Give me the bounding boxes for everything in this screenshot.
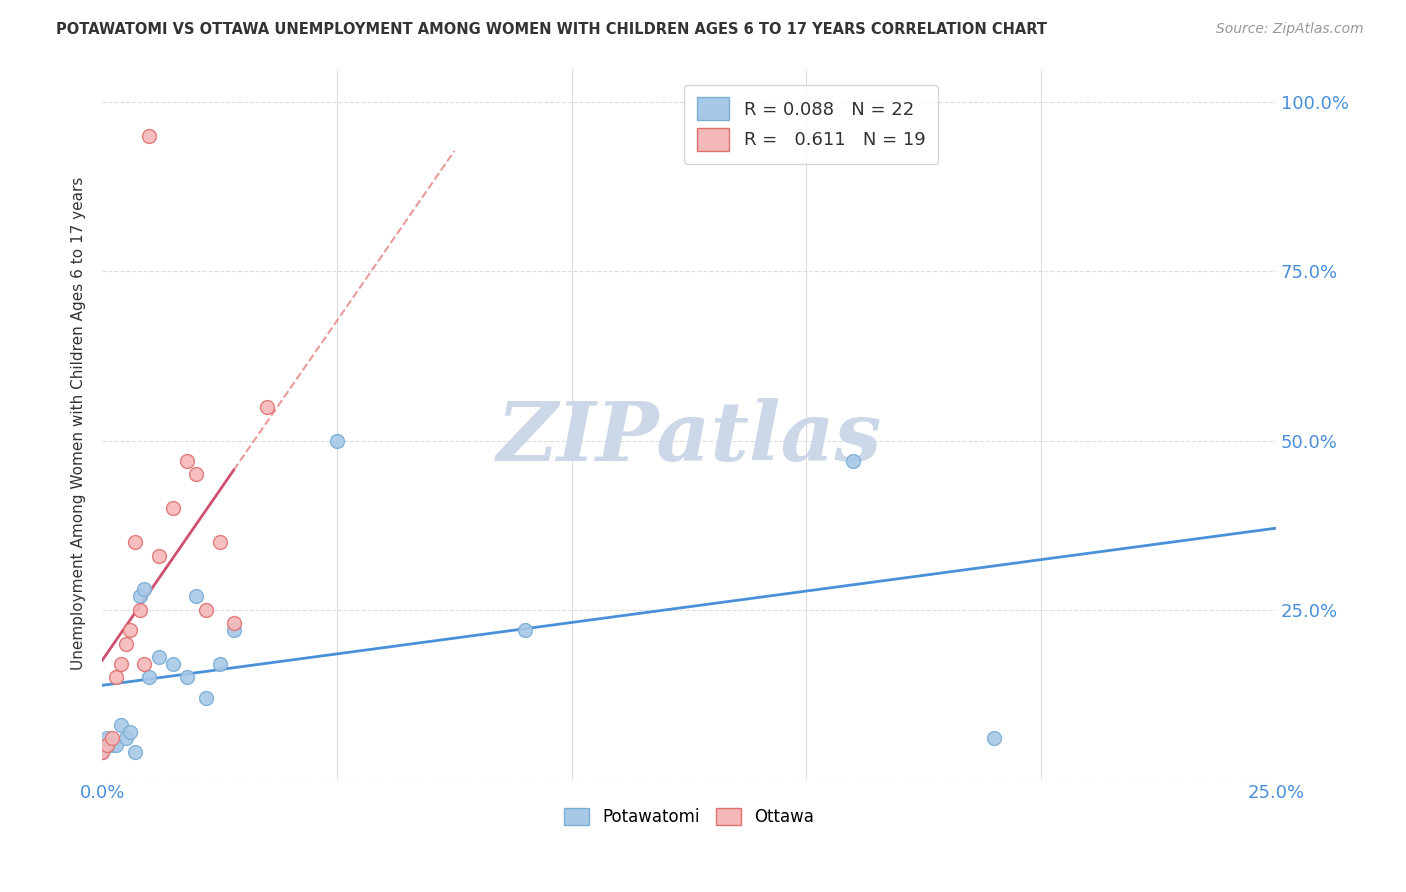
- Point: [120, 623, 142, 637]
- Point: [120, 724, 142, 739]
- Point: [222, 623, 245, 637]
- Point: [326, 434, 349, 448]
- Point: [222, 616, 245, 631]
- Point: [91, 745, 114, 759]
- Point: [100, 738, 122, 752]
- Point: [148, 650, 170, 665]
- Y-axis label: Unemployment Among Women with Children Ages 6 to 17 years: Unemployment Among Women with Children A…: [72, 177, 86, 671]
- Point: [162, 657, 184, 671]
- Point: [513, 623, 536, 637]
- Point: [208, 657, 231, 671]
- Point: [105, 670, 128, 684]
- Point: [124, 745, 146, 759]
- Point: [114, 731, 136, 746]
- Text: ZIPatlas: ZIPatlas: [496, 398, 882, 478]
- Point: [105, 738, 128, 752]
- Point: [194, 690, 217, 705]
- Text: Source: ZipAtlas.com: Source: ZipAtlas.com: [1216, 22, 1364, 37]
- Point: [128, 589, 150, 603]
- Point: [138, 670, 160, 684]
- Point: [114, 637, 136, 651]
- Point: [100, 731, 122, 746]
- Point: [184, 467, 207, 482]
- Point: [148, 549, 170, 563]
- Point: [128, 603, 150, 617]
- Point: [184, 589, 207, 603]
- Point: [983, 731, 1005, 746]
- Point: [91, 745, 114, 759]
- Point: [176, 670, 198, 684]
- Point: [138, 129, 160, 144]
- Point: [110, 657, 132, 671]
- Point: [134, 657, 156, 671]
- Point: [134, 582, 156, 597]
- Legend: Potawatomi, Ottawa: Potawatomi, Ottawa: [555, 800, 823, 835]
- Point: [194, 603, 217, 617]
- Point: [124, 535, 146, 549]
- Point: [208, 535, 231, 549]
- Point: [96, 731, 118, 746]
- Point: [176, 454, 198, 468]
- Point: [162, 501, 184, 516]
- Point: [96, 738, 118, 752]
- Point: [110, 718, 132, 732]
- Point: [256, 400, 278, 414]
- Text: POTAWATOMI VS OTTAWA UNEMPLOYMENT AMONG WOMEN WITH CHILDREN AGES 6 TO 17 YEARS C: POTAWATOMI VS OTTAWA UNEMPLOYMENT AMONG …: [56, 22, 1047, 37]
- Point: [842, 454, 865, 468]
